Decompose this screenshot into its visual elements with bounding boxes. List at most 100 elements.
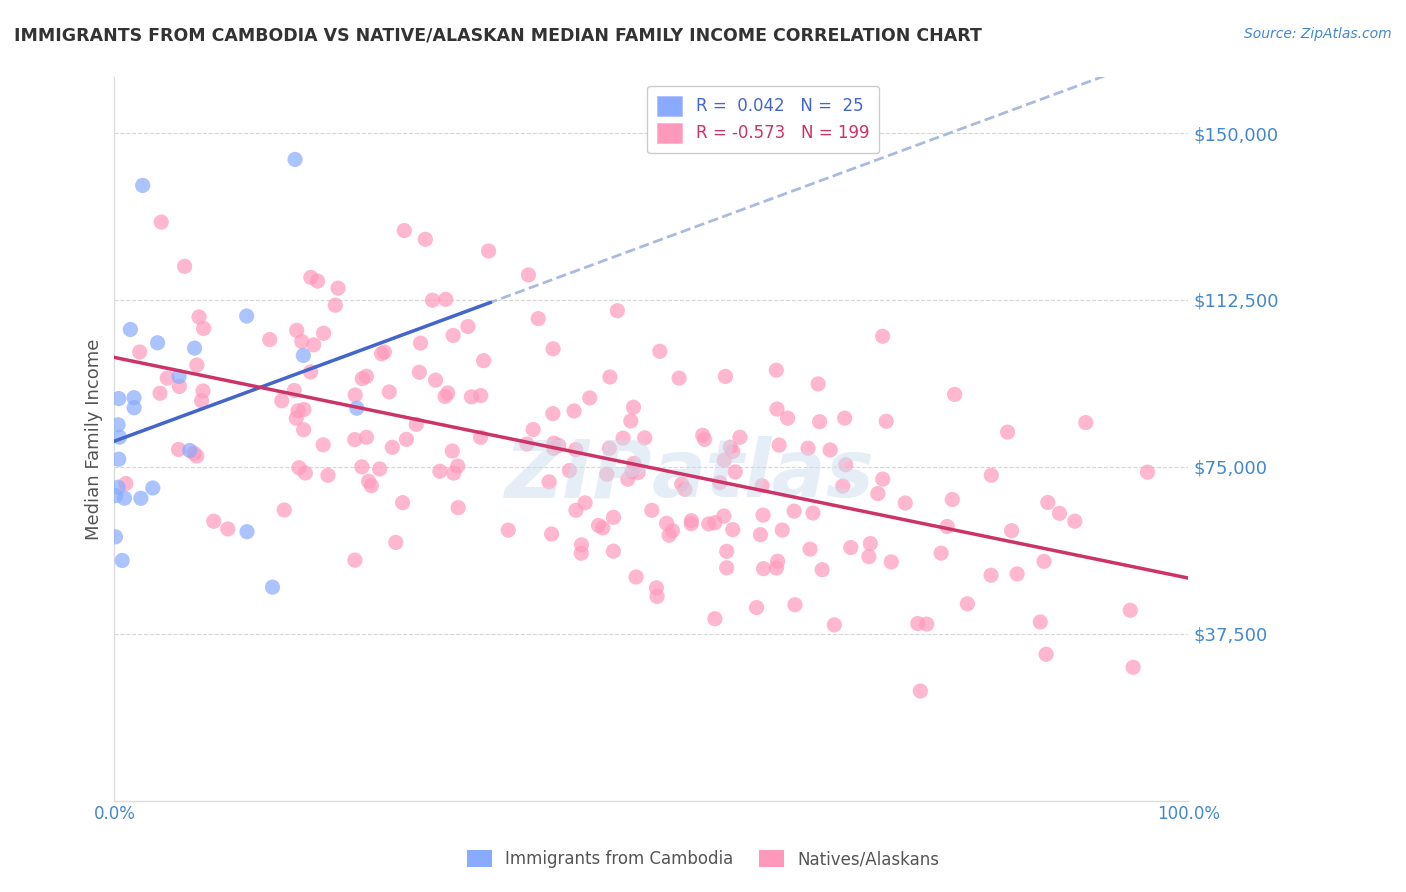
Point xyxy=(129,491,152,506)
Point xyxy=(569,546,592,560)
Point xyxy=(1036,495,1059,509)
Point xyxy=(801,506,824,520)
Text: Source: ZipAtlas.com: Source: ZipAtlas.com xyxy=(1244,27,1392,41)
Point xyxy=(316,468,339,483)
Point xyxy=(745,600,768,615)
Point xyxy=(1035,647,1057,661)
Text: IMMIGRANTS FROM CAMBODIA VS NATIVE/ALASKAN MEDIAN FAMILY INCOME CORRELATION CHAR: IMMIGRANTS FROM CAMBODIA VS NATIVE/ALASK… xyxy=(14,27,981,45)
Point xyxy=(283,384,305,398)
Point xyxy=(1029,615,1052,629)
Point xyxy=(262,580,284,594)
Point xyxy=(114,491,136,505)
Point xyxy=(713,508,735,523)
Point xyxy=(191,384,214,398)
Point xyxy=(818,442,841,457)
Point xyxy=(273,503,295,517)
Y-axis label: Median Family Income: Median Family Income xyxy=(86,338,103,540)
Point xyxy=(673,483,696,497)
Point xyxy=(671,477,693,491)
Point xyxy=(122,401,145,415)
Point xyxy=(146,335,169,350)
Point xyxy=(602,544,624,558)
Point xyxy=(997,425,1019,439)
Point xyxy=(122,391,145,405)
Point xyxy=(907,616,929,631)
Point xyxy=(936,519,959,533)
Point xyxy=(765,561,787,575)
Point xyxy=(131,178,153,193)
Point xyxy=(368,462,391,476)
Point xyxy=(115,476,138,491)
Point xyxy=(612,431,634,445)
Point xyxy=(460,390,482,404)
Point xyxy=(436,386,458,401)
Point xyxy=(834,458,856,472)
Point xyxy=(943,387,966,401)
Point xyxy=(1063,514,1085,528)
Point xyxy=(350,459,373,474)
Point xyxy=(443,466,465,480)
Point xyxy=(149,386,172,401)
Point xyxy=(655,516,678,531)
Point xyxy=(606,303,628,318)
Point xyxy=(183,341,205,355)
Point xyxy=(496,523,519,537)
Point xyxy=(284,153,307,167)
Point xyxy=(980,468,1002,483)
Point xyxy=(167,442,190,457)
Point xyxy=(1049,507,1071,521)
Point xyxy=(543,442,565,456)
Point xyxy=(599,370,621,384)
Point xyxy=(287,403,309,417)
Point xyxy=(540,527,562,541)
Point xyxy=(186,449,208,463)
Point xyxy=(1136,465,1159,479)
Point xyxy=(1000,524,1022,538)
Point xyxy=(217,522,239,536)
Point xyxy=(634,431,657,445)
Point xyxy=(543,436,565,450)
Point xyxy=(373,345,395,359)
Point xyxy=(681,516,703,531)
Point xyxy=(648,344,671,359)
Point xyxy=(880,555,903,569)
Point xyxy=(588,518,610,533)
Point xyxy=(641,503,664,517)
Point xyxy=(716,544,738,558)
Point xyxy=(169,379,191,393)
Point xyxy=(356,369,378,384)
Point xyxy=(714,369,737,384)
Point xyxy=(807,376,830,391)
Point xyxy=(703,516,725,530)
Point xyxy=(302,338,325,352)
Point xyxy=(894,496,917,510)
Point xyxy=(721,523,744,537)
Point xyxy=(173,260,195,274)
Point xyxy=(409,336,432,351)
Point xyxy=(183,446,205,460)
Point xyxy=(108,430,131,444)
Point xyxy=(831,479,853,493)
Point xyxy=(381,440,404,454)
Point xyxy=(571,538,593,552)
Point xyxy=(620,414,643,428)
Point xyxy=(385,535,408,549)
Point xyxy=(1074,416,1097,430)
Point xyxy=(783,598,806,612)
Point xyxy=(839,541,862,555)
Point xyxy=(299,270,322,285)
Point xyxy=(752,561,775,575)
Text: atlas: atlas xyxy=(651,436,875,514)
Point xyxy=(477,244,499,258)
Point xyxy=(429,464,451,478)
Point xyxy=(875,414,897,428)
Point xyxy=(142,481,165,495)
Point xyxy=(872,329,894,343)
Point xyxy=(111,553,134,567)
Point xyxy=(346,401,368,416)
Point xyxy=(766,402,789,417)
Point xyxy=(522,423,544,437)
Point xyxy=(104,530,127,544)
Point xyxy=(394,223,416,237)
Point xyxy=(768,438,790,452)
